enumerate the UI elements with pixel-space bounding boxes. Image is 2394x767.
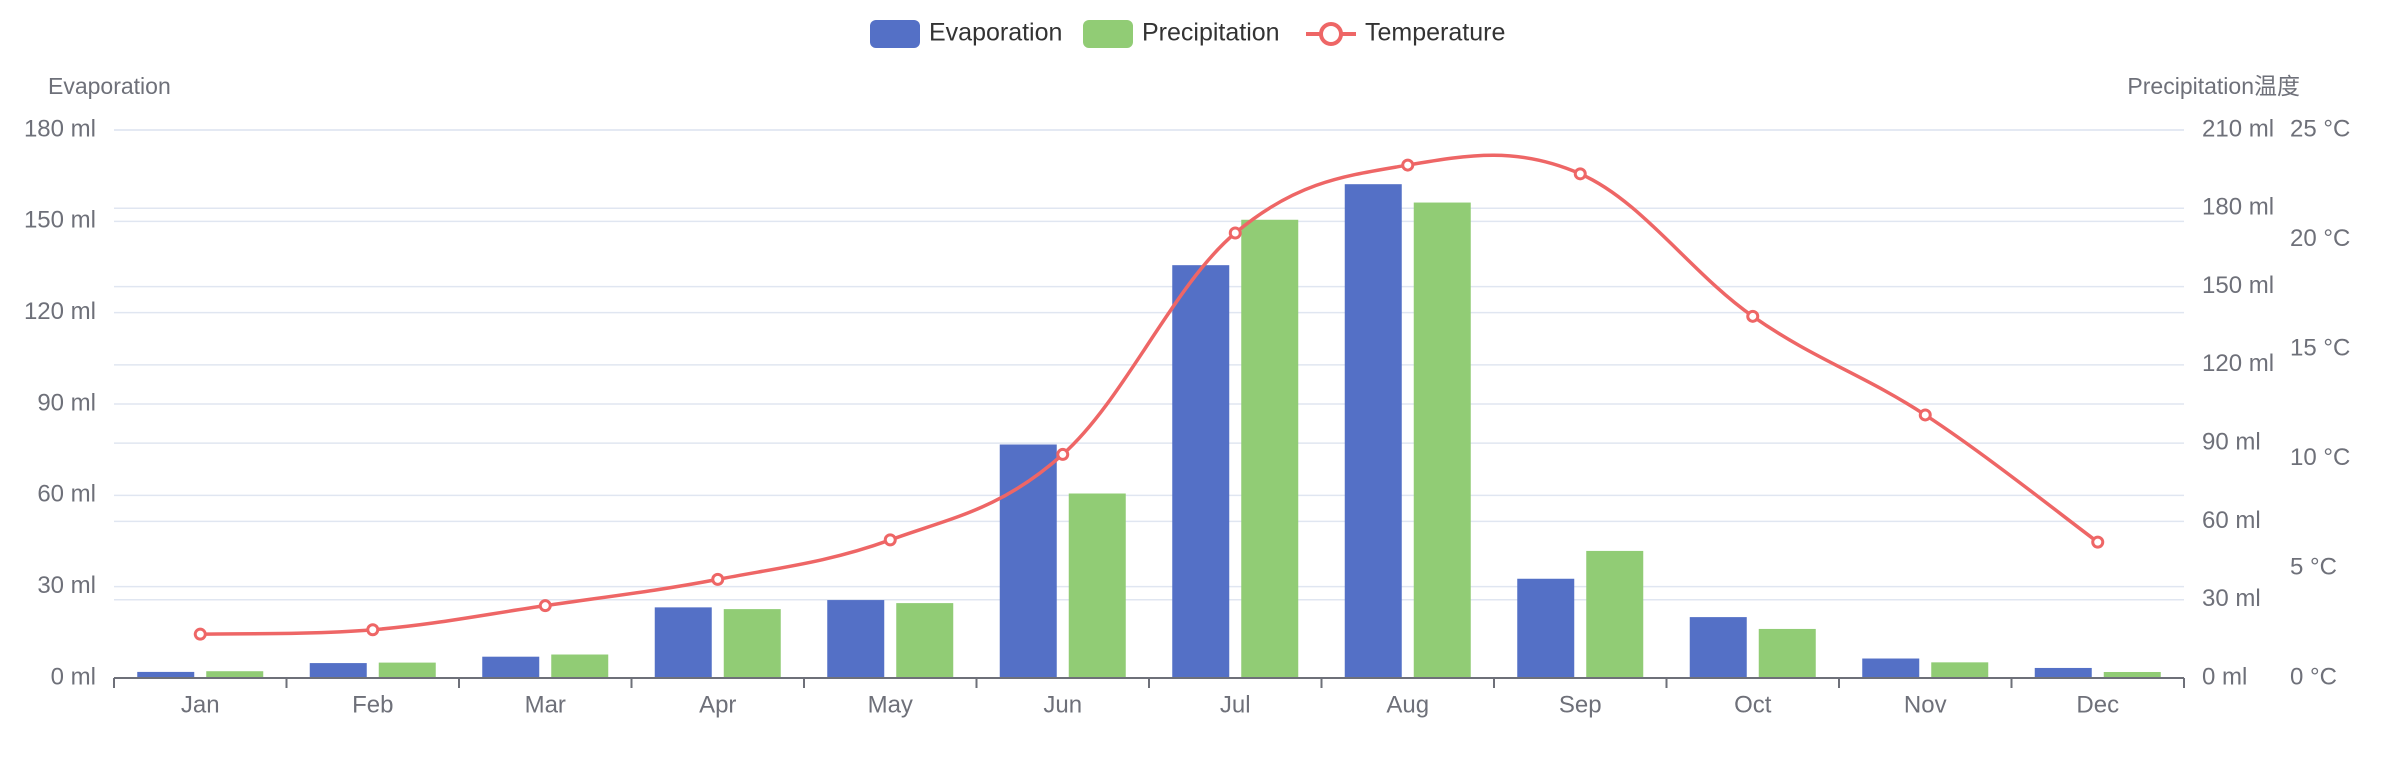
x-axis-label-sep: Sep: [1559, 691, 1602, 718]
temperature-line: [200, 153, 2099, 636]
bar-precipitation-apr[interactable]: [723, 609, 781, 678]
bar-precipitation-sep[interactable]: [1586, 550, 1644, 678]
left-axis-ticks: 0 ml 30 ml 60 ml 90 ml 120 ml 150 ml 180 ml: [24, 115, 96, 690]
right-temp-axis-name: 温度: [2254, 73, 2300, 99]
temperature-point-dec[interactable]: [2091, 535, 2105, 549]
right-temp-axis-tick-label: 25 °C: [2290, 115, 2350, 142]
bar-precipitation-feb[interactable]: [378, 662, 436, 678]
bar-evaporation-jul[interactable]: [1172, 265, 1230, 678]
temperature-point-jan[interactable]: [193, 627, 207, 641]
bar-precipitation-dec[interactable]: [2103, 671, 2161, 678]
right-temp-axis-tick-label: 20 °C: [2290, 225, 2350, 252]
right-ml-axis-tick-label: 60 ml: [2202, 507, 2261, 534]
x-axis-label-dec: Dec: [2076, 691, 2119, 718]
temperature-point-apr[interactable]: [711, 572, 725, 586]
left-axis-tick-label: 180 ml: [24, 115, 96, 142]
bar-evaporation-aug[interactable]: [1344, 184, 1402, 679]
right-temp-axis-tick-label: 10 °C: [2290, 444, 2350, 471]
x-axis-label-nov: Nov: [1904, 691, 1947, 718]
grid-lines: [114, 129, 2184, 601]
bar-precipitation-mar[interactable]: [551, 654, 609, 678]
temperature-point-feb[interactable]: [366, 623, 380, 637]
temperature-point-jul[interactable]: [1228, 226, 1242, 240]
bar-precipitation-jul[interactable]: [1241, 219, 1299, 678]
right-ml-axis-name: Precipitation: [2127, 73, 2254, 99]
temperature-point-mar[interactable]: [538, 599, 552, 613]
temperature-point-jun[interactable]: [1056, 447, 1070, 461]
left-axis-tick-label: 120 ml: [24, 298, 96, 325]
bar-precipitation-oct[interactable]: [1758, 628, 1816, 678]
left-axis-name: Evaporation: [48, 73, 171, 99]
right-temp-axis-tick-label: 5 °C: [2290, 554, 2337, 581]
x-axis-label-feb: Feb: [352, 691, 393, 718]
temperature-line-group: [193, 153, 2105, 641]
right-ml-axis-tick-label: 0 ml: [2202, 663, 2247, 690]
temperature-point-oct[interactable]: [1746, 309, 1760, 323]
bar-evaporation-nov[interactable]: [1862, 658, 1920, 678]
bar-evaporation-mar[interactable]: [482, 656, 540, 678]
x-axis: Jan Feb Mar Apr May Jun Jul Aug Sep Oct Nov Dec: [113, 677, 2185, 718]
x-axis-label-jan: Jan: [181, 691, 220, 718]
left-axis-tick-label: 90 ml: [37, 389, 96, 416]
left-axis-tick-label: 60 ml: [37, 481, 96, 508]
legend-label-precipitation: Precipitation: [1142, 19, 1280, 47]
legend-swatch-precipitation[interactable]: [1083, 20, 1133, 48]
bar-evaporation-apr[interactable]: [654, 607, 712, 678]
bar-precipitation-jun[interactable]: [1068, 493, 1126, 678]
bar-precipitation-may[interactable]: [896, 603, 954, 678]
x-axis-label-jul: Jul: [1220, 691, 1251, 718]
temperature-point-nov[interactable]: [1918, 408, 1932, 422]
right-ml-axis-ticks: 0 ml 30 ml 60 ml 90 ml 120 ml 150 ml 180 ml 210…: [2202, 115, 2274, 690]
right-ml-axis-tick-label: 210 ml: [2202, 115, 2274, 142]
temperature-point-may[interactable]: [883, 533, 897, 547]
x-axis-label-mar: Mar: [525, 691, 566, 718]
right-ml-axis-tick-label: 180 ml: [2202, 194, 2274, 221]
right-temp-axis-tick-label: 15 °C: [2290, 335, 2350, 362]
legend-swatch-temperature-marker[interactable]: [1319, 22, 1343, 46]
legend-label-evaporation: Evaporation: [929, 19, 1062, 47]
bar-precipitation-nov[interactable]: [1931, 662, 1989, 678]
right-temp-axis-ticks: 0 °C 5 °C 10 °C 15 °C 20 °C 25 °C: [2290, 115, 2350, 690]
axis-names: Evaporation Precipitation 温度: [48, 73, 2300, 99]
bar-precipitation-aug[interactable]: [1413, 202, 1471, 678]
bar-evaporation-feb[interactable]: [309, 663, 367, 678]
left-axis-tick-label: 150 ml: [24, 207, 96, 234]
temperature-point-sep[interactable]: [1573, 167, 1587, 181]
right-ml-axis-tick-label: 150 ml: [2202, 272, 2274, 299]
bar-evaporation-may[interactable]: [827, 600, 885, 678]
right-ml-axis-tick-label: 30 ml: [2202, 585, 2261, 612]
right-ml-axis-tick-label: 120 ml: [2202, 350, 2274, 377]
legend: Evaporation Precipitation Temperature: [870, 19, 1505, 48]
right-ml-axis-tick-label: 90 ml: [2202, 428, 2261, 455]
x-axis-label-aug: Aug: [1386, 691, 1429, 718]
left-axis-tick-label: 0 ml: [51, 663, 96, 690]
bar-evaporation-dec[interactable]: [2034, 667, 2092, 678]
x-axis-label-oct: Oct: [1734, 691, 1772, 718]
left-axis-tick-label: 30 ml: [37, 572, 96, 599]
legend-swatch-evaporation[interactable]: [870, 20, 920, 48]
temperature-point-aug[interactable]: [1401, 158, 1415, 172]
bar-evaporation-jan[interactable]: [137, 671, 195, 678]
x-axis-label-may: May: [868, 691, 913, 718]
bars: [137, 184, 2161, 679]
x-axis-label-jun: Jun: [1043, 691, 1082, 718]
bar-evaporation-oct[interactable]: [1689, 617, 1747, 678]
bar-precipitation-jan[interactable]: [206, 671, 264, 678]
bar-evaporation-sep[interactable]: [1517, 578, 1575, 678]
legend-label-temperature: Temperature: [1365, 19, 1505, 47]
x-axis-label-apr: Apr: [699, 691, 736, 718]
right-temp-axis-tick-label: 0 °C: [2290, 663, 2337, 690]
